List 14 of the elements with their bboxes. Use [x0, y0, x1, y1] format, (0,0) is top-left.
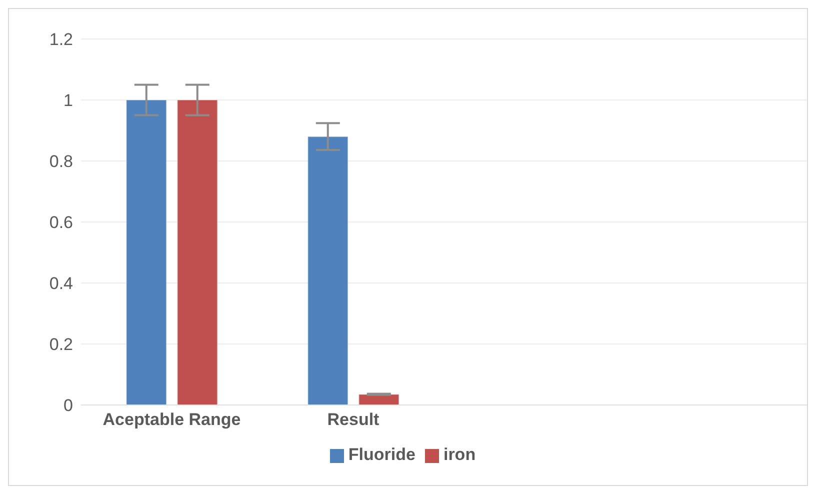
- y-tick-label: 0.4: [49, 274, 73, 294]
- legend-label: Fluoride: [348, 445, 416, 464]
- y-tick-label: 1.2: [49, 30, 73, 50]
- bar: [307, 136, 348, 405]
- y-tick-label: 0.2: [49, 335, 73, 354]
- y-tick-label: 1: [64, 91, 73, 110]
- bar: [126, 100, 167, 405]
- x-tick-label: Aceptable Range: [102, 410, 241, 430]
- legend-label: iron: [443, 445, 476, 464]
- x-tick-label: Result: [327, 410, 380, 430]
- y-tick-label: 0: [64, 396, 73, 416]
- y-tick-label: 0.6: [49, 213, 73, 232]
- bar: [176, 100, 218, 405]
- y-tick-label: 0.8: [49, 152, 73, 172]
